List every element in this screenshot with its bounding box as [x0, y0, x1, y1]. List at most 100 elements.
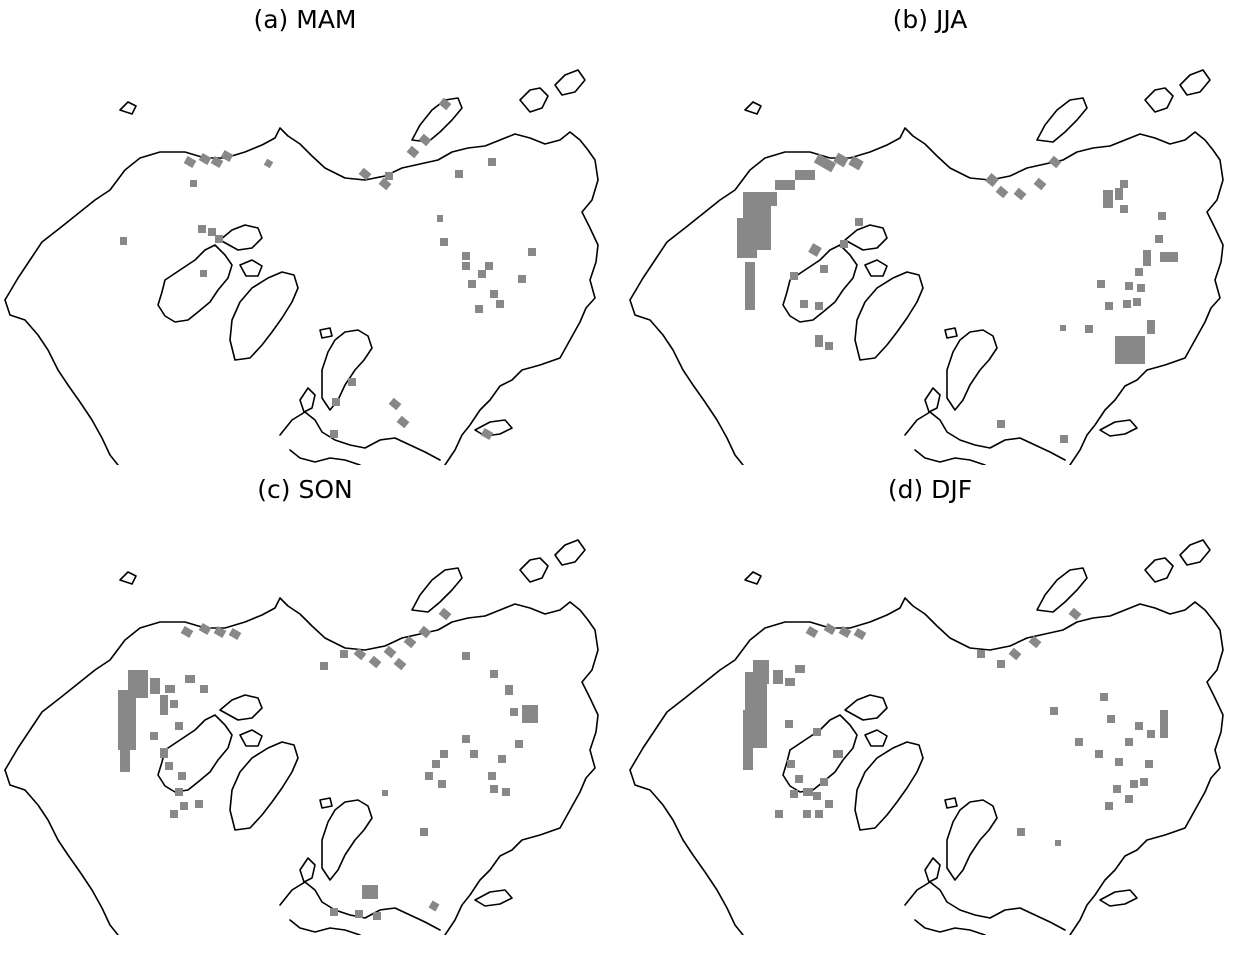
shaded-grid-cell	[510, 708, 518, 716]
shaded-grid-cell	[775, 810, 783, 818]
shaded-grid-cell	[385, 172, 393, 180]
shaded-grid-cell	[120, 720, 130, 772]
coastline	[157, 244, 233, 323]
shaded-grid-cell	[767, 192, 777, 206]
shaded-grid-cell	[1125, 282, 1133, 290]
coastline	[782, 244, 858, 323]
panel-title: (c) SON	[257, 475, 353, 504]
shaded-grid-cell	[437, 215, 443, 222]
coastline	[904, 411, 1066, 461]
coastline	[914, 449, 986, 465]
shaded-grid-cell	[120, 237, 127, 245]
coastline	[321, 329, 373, 411]
shaded-grid-cell	[485, 262, 493, 270]
shaded-grid-cell	[1140, 778, 1148, 786]
shaded-grid-cell	[1017, 828, 1025, 836]
shaded-grid-cell	[462, 652, 470, 660]
shaded-grid-cell	[1135, 722, 1143, 730]
shaded-grid-cell	[462, 252, 470, 260]
shaded-grid-cell	[743, 710, 753, 770]
shaded-grid-cell	[175, 722, 183, 730]
coastline	[944, 327, 958, 339]
shaded-grid-cell	[1125, 795, 1133, 803]
coastline	[219, 224, 263, 251]
shaded-grid-cell	[438, 607, 452, 621]
coastline	[914, 919, 986, 935]
shaded-grid-cell	[1068, 607, 1082, 621]
shaded-grid-cell	[320, 662, 328, 670]
shaded-grid-cell	[215, 235, 223, 243]
shaded-grid-cell	[825, 800, 833, 808]
shaded-grid-cell	[475, 305, 483, 313]
shaded-grid-cell	[1123, 300, 1131, 308]
shaded-grid-cell	[1130, 780, 1138, 788]
shaded-grid-cell	[1137, 284, 1145, 292]
shaded-grid-cell	[522, 705, 538, 723]
shaded-grid-cell	[178, 772, 186, 780]
shaded-grid-cell	[180, 626, 194, 638]
shaded-grid-cell	[213, 626, 227, 638]
shaded-grid-cell	[150, 678, 160, 694]
coastline	[1036, 567, 1088, 613]
shaded-grid-cell	[150, 732, 158, 740]
shaded-grid-cell	[438, 97, 452, 111]
shaded-grid-cell	[1085, 325, 1093, 333]
shaded-grid-cell	[502, 788, 510, 796]
shaded-grid-cell	[1147, 320, 1155, 334]
shaded-grid-cell	[348, 378, 356, 386]
shaded-grid-cell	[1160, 710, 1168, 738]
shaded-grid-cell	[175, 788, 183, 796]
coastline	[519, 557, 549, 583]
shaded-grid-cell	[1097, 280, 1105, 288]
shaded-grid-cell	[838, 626, 852, 638]
shaded-grid-cell	[478, 270, 486, 278]
shaded-grid-cell	[1143, 258, 1151, 266]
coastline	[1144, 87, 1174, 113]
shaded-grid-cell	[490, 785, 498, 793]
coastline	[229, 741, 299, 831]
shaded-grid-cell	[1060, 325, 1066, 331]
shaded-grid-cell	[1095, 750, 1103, 758]
shaded-grid-cell	[997, 420, 1005, 428]
shaded-grid-cell	[795, 665, 805, 673]
coastline	[1036, 97, 1088, 143]
shaded-grid-cell	[795, 775, 803, 783]
shaded-grid-cell	[1028, 635, 1042, 649]
shaded-grid-cell	[1008, 647, 1022, 661]
panel-title: (a) MAM	[253, 5, 357, 34]
coastline	[321, 799, 373, 881]
coastline	[4, 127, 599, 465]
shaded-grid-cell	[340, 650, 348, 658]
shaded-grid-cell	[462, 262, 470, 270]
polar-map	[4, 69, 599, 465]
panel-jja: (b) JJA	[625, 0, 1235, 470]
coastline	[299, 387, 316, 413]
shaded-grid-cell	[420, 828, 428, 836]
shaded-grid-cell	[200, 270, 207, 277]
coastline	[319, 327, 333, 339]
shaded-grid-cell	[496, 300, 504, 308]
shaded-grid-cell	[220, 150, 234, 162]
shaded-grid-cell	[1115, 336, 1145, 364]
coastline	[844, 694, 888, 721]
coastline	[844, 224, 888, 251]
coastline	[854, 741, 924, 831]
shaded-grid-cell	[997, 660, 1005, 668]
shaded-grid-cell	[200, 685, 208, 693]
shaded-grid-cell	[528, 248, 536, 256]
shaded-grid-cell	[995, 185, 1009, 199]
shaded-grid-cell	[190, 180, 197, 187]
coastline	[239, 729, 263, 747]
shaded-grid-cell	[490, 290, 498, 298]
coastline	[229, 271, 299, 361]
coastline	[1179, 539, 1211, 566]
shaded-grid-cell	[165, 762, 173, 770]
shaded-grid-cell	[480, 428, 494, 440]
shaded-grid-cell	[805, 626, 819, 638]
shaded-grid-cell	[1155, 235, 1163, 243]
shaded-grid-cell	[833, 750, 843, 758]
shaded-grid-cell	[170, 700, 178, 708]
shaded-grid-cell	[790, 272, 798, 280]
shaded-grid-cell	[1105, 802, 1113, 810]
shaded-grid-cell	[198, 225, 206, 233]
